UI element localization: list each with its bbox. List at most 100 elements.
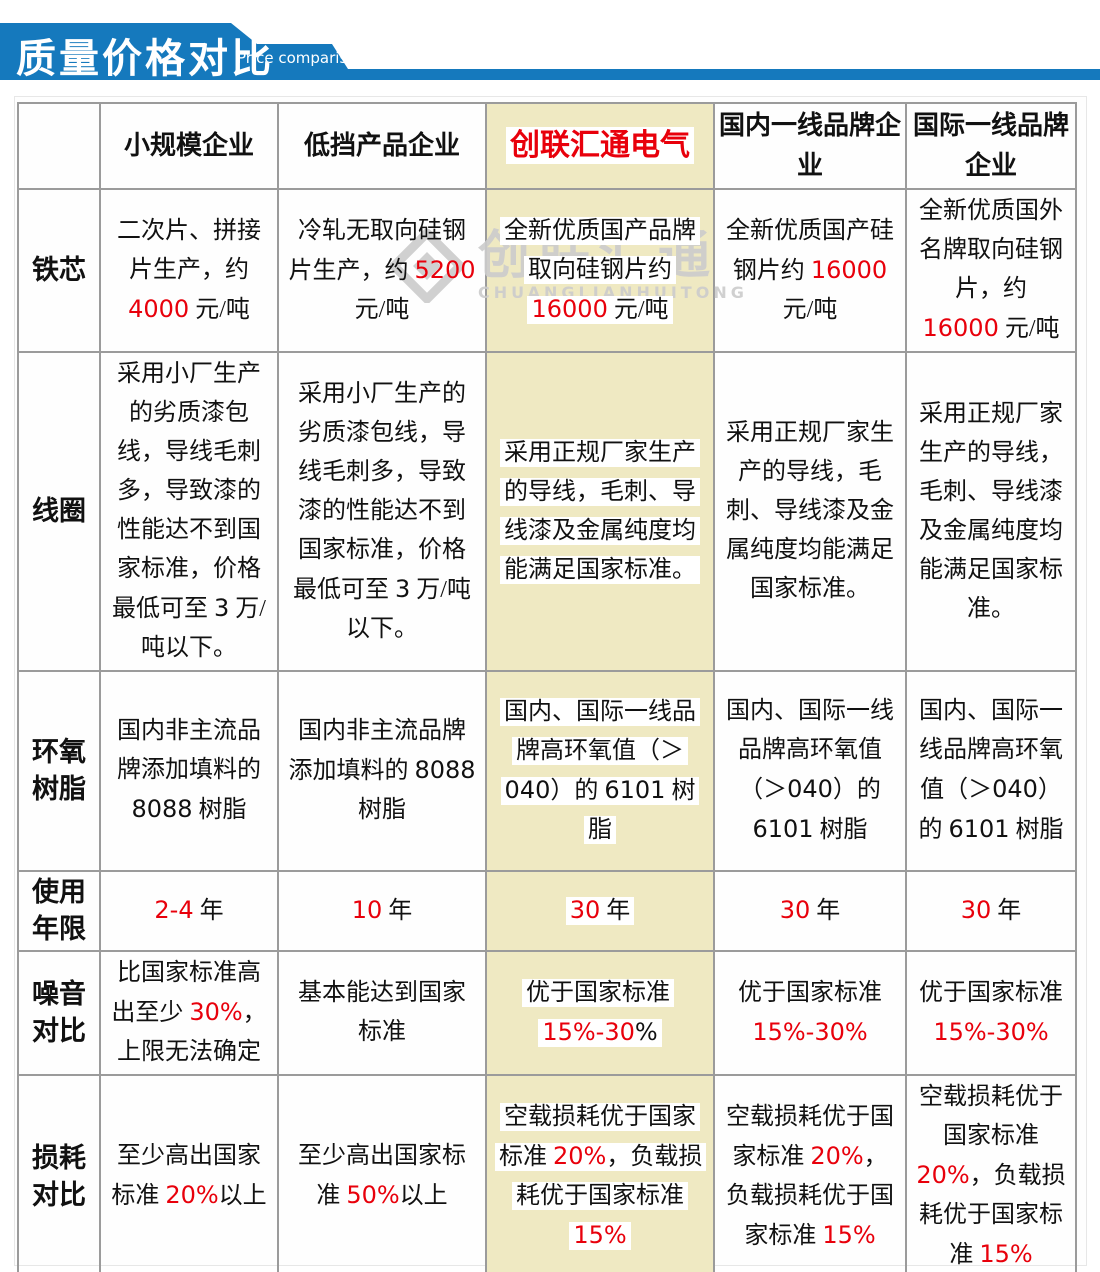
table-cell-r0-c0: 二次片、拼接片生产，约 4000 元/吨 [99, 188, 279, 353]
cell-content: 10 年 [352, 896, 413, 924]
cell-text: 国内、国际一线品牌高环氧值（＞ [919, 698, 1063, 803]
cell-text: 优于国家标准 [738, 979, 882, 1006]
highlighted-value: 30 [960, 896, 992, 924]
cell-text: 采用正规厂家生产的导线，毛刺、导线漆及金属纯度均能满足国家标准。 [504, 439, 696, 583]
row-header-4: 噪音 对比 [17, 950, 101, 1076]
cell-content: 优于国家标准 15%-30% [522, 978, 674, 1047]
table-cell-r0-c1: 冷轧无取向硅钢片生产，约 5200 元/吨 [277, 188, 487, 353]
cell-content: 至少高出国家标准 20%以上 [111, 1143, 266, 1209]
highlighted-value: 50% [346, 1181, 400, 1209]
table-cell-r0-c4: 全新优质国外名牌取向硅钢片，约 16000 元/吨 [905, 188, 1077, 353]
table-row-0: 铁芯 二次片、拼接片生产，约 4000 元/吨 冷轧无取向硅钢片生产，约 5200 … [17, 188, 1077, 353]
cell-content: 优于国家标准 15%-30% [738, 980, 882, 1046]
cell-content: 空载损耗优于国家标准 20%，负载损耗优于国家标准 15% [916, 1084, 1065, 1268]
table-cell-r2-c1: 国内非主流品牌添加填料的 8088 树脂 [277, 670, 487, 872]
table-body: 铁芯 二次片、拼接片生产，约 4000 元/吨 冷轧无取向硅钢片生产，约 5200 … [17, 188, 1077, 1272]
highlighted-value: 15% [822, 1220, 876, 1249]
header-row: 小规模企业 低挡产品企业 创联汇通电气 国内一线品牌企业 国际一线品牌企业 [17, 102, 1077, 190]
cell-content: 全新优质国产品牌取向硅钢片约 16000 元/吨 [500, 216, 700, 324]
table-cell-r4-c4: 优于国家标准 15%-30% [905, 950, 1077, 1076]
cell-text: 年 [382, 898, 413, 924]
column-header-label: 国内一线品牌企业 [719, 111, 902, 180]
cell-text: 040 [787, 775, 833, 803]
row-header-2: 环氧 树脂 [17, 670, 101, 872]
comparison-table: 小规模企业 低挡产品企业 创联汇通电气 国内一线品牌企业 国际一线品牌企业 铁芯 二次片、… [17, 102, 1077, 1272]
cell-text: 树脂 [588, 777, 696, 843]
column-header-label: 国际一线品牌企业 [912, 111, 1069, 180]
cell-text: 树脂 [1009, 817, 1064, 843]
cell-content: 采用正规厂家生产的导线，毛刺、导线漆及金属纯度均能满足国家标准。 [726, 420, 894, 602]
cell-text: 全新优质国外名牌取向硅钢片，约 [919, 198, 1063, 302]
cell-content: 30 年 [565, 896, 635, 925]
row-header-1: 线圈 [17, 351, 101, 672]
cell-content: 国内、国际一线品牌高环氧值（＞040）的 6101 树脂 [726, 698, 894, 843]
table-cell-r0-c2: 全新优质国产品牌取向硅钢片约 16000 元/吨 [485, 188, 715, 353]
cell-text: 空载损耗优于国家标准 [499, 1103, 696, 1170]
cell-text: 元/吨 [998, 316, 1060, 342]
column-header-label: 低挡产品企业 [303, 131, 460, 160]
corner-cell [17, 102, 101, 190]
cell-text: 国内、国际一线品牌高环氧值（＞ [504, 698, 696, 764]
highlighted-value: 20% [916, 1161, 970, 1189]
column-header-label: 小规模企业 [123, 131, 254, 160]
cell-text: % [634, 1017, 658, 1046]
table-cell-r1-c3: 采用正规厂家生产的导线，毛刺、导线漆及金属纯度均能满足国家标准。 [713, 351, 907, 672]
cell-text: ，负载损耗优于国家标准 [516, 1143, 703, 1209]
highlighted-value: 15% [573, 1220, 627, 1249]
highlighted-value: 5200 [414, 255, 476, 284]
table-cell-r3-c3: 30 年 [713, 870, 907, 952]
highlighted-value: 15%-30 [542, 1017, 635, 1046]
column-header-label: 创联汇通电气 [506, 126, 694, 164]
highlighted-value: 30 [569, 896, 601, 924]
cell-content: 采用小厂生产的劣质漆包线，导线毛刺多，导致漆的性能达不到国家标准，价格最低可至 … [112, 361, 266, 661]
cell-content: 全新优质国外名牌取向硅钢片，约 16000 元/吨 [919, 198, 1063, 342]
table-cell-r2-c3: 国内、国际一线品牌高环氧值（＞040）的 6101 树脂 [713, 670, 907, 872]
table-cell-r5-c2: 空载损耗优于国家标准 20%，负载损耗优于国家标准 15% [485, 1074, 715, 1272]
page-subtitle: Price comparison [237, 49, 366, 67]
cell-text: 采用小厂生产的劣质漆包线，导线毛刺多，导致漆的性能达不到国家标准，价格最低可至 [112, 361, 261, 622]
table-cell-r2-c0: 国内非主流品牌添加填料的 8088 树脂 [99, 670, 279, 872]
page-title: 质量价格对比 [16, 36, 274, 82]
table-row-3: 使用 年限 2-4 年 10 年 30 年 30 年 30 年 [17, 870, 1077, 952]
cell-text: 6101 [948, 815, 1010, 843]
table-head: 小规模企业 低挡产品企业 创联汇通电气 国内一线品牌企业 国际一线品牌企业 [17, 102, 1077, 190]
row-header-0: 铁芯 [17, 188, 101, 353]
highlighted-value: 15%-30% [933, 1017, 1049, 1046]
cell-content: 30 年 [780, 896, 841, 924]
cell-content: 二次片、拼接片生产，约 4000 元/吨 [117, 218, 261, 323]
cell-text: 树脂 [358, 797, 406, 823]
cell-text: 万/吨以下。 [346, 576, 471, 642]
cell-text: 以上 [399, 1183, 448, 1209]
cell-text: 国内非主流品牌添加填料的 [288, 718, 466, 784]
cell-content: 至少高出国家标准 50%以上 [298, 1143, 466, 1209]
cell-text: 空载损耗优于国家标准 [726, 1103, 894, 1170]
cell-content: 国内、国际一线品牌高环氧值（＞040）的 6101 树脂 [500, 697, 700, 844]
cell-text: 年 [193, 898, 224, 924]
cell-content: 基本能达到国家标准 [298, 980, 466, 1045]
table-row-5: 损耗 对比 至少高出国家标准 20%以上 至少高出国家标准 50%以上 空载损耗优于国… [17, 1074, 1077, 1272]
table-cell-r1-c4: 采用正规厂家生产的导线，毛刺、导线漆及金属纯度均能满足国家标准。 [905, 351, 1077, 672]
cell-content: 冷轧无取向硅钢片生产，约 5200 元/吨 [288, 218, 475, 323]
highlighted-value: 15% [979, 1240, 1033, 1268]
cell-text: ）的 [918, 777, 1062, 843]
cell-text: ）的 [550, 777, 605, 804]
cell-text: 优于国家标准 [526, 979, 670, 1006]
cell-text: 采用小厂生产的劣质漆包线，导线毛刺多，导致漆的性能达不到国家标准，价格最低可至 [293, 380, 466, 603]
table-cell-r5-c0: 至少高出国家标准 20%以上 [99, 1074, 279, 1272]
cell-text: 全新优质国产品牌取向硅钢片约 [504, 217, 696, 283]
cell-text: 3 [214, 594, 230, 622]
cell-text: 6101 [604, 775, 666, 804]
highlighted-value: 4000 [128, 294, 190, 323]
column-header-4: 国际一线品牌企业 [905, 102, 1077, 190]
table-cell-r1-c2: 采用正规厂家生产的导线，毛刺、导线漆及金属纯度均能满足国家标准。 [485, 351, 715, 672]
cell-text: 树脂 [813, 817, 868, 843]
cell-text: 6101 [752, 815, 814, 843]
cell-text: 至少高出国家标准 [111, 1143, 261, 1209]
table-cell-r4-c3: 优于国家标准 15%-30% [713, 950, 907, 1076]
row-header-3: 使用 年限 [17, 870, 101, 952]
cell-content: 采用正规厂家生产的导线，毛刺、导线漆及金属纯度均能满足国家标准。 [500, 438, 700, 584]
table-cell-r1-c0: 采用小厂生产的劣质漆包线，导线毛刺多，导致漆的性能达不到国家标准，价格最低可至 … [99, 351, 279, 672]
cell-text: 040 [992, 775, 1038, 803]
cell-text: 元/吨 [607, 296, 669, 323]
table-row-1: 线圈 采用小厂生产的劣质漆包线，导线毛刺多，导致漆的性能达不到国家标准，价格最低可… [17, 351, 1077, 672]
